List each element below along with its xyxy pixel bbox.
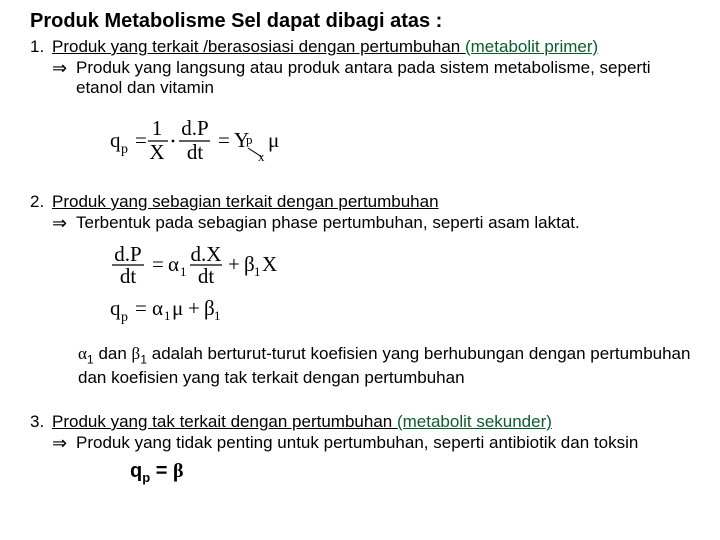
arrow-icon: ⇒	[52, 58, 76, 99]
eq-mid: =	[150, 460, 173, 482]
svg-text:p: p	[121, 142, 128, 157]
svg-text:d.P: d.P	[114, 243, 141, 266]
svg-text:+: +	[228, 252, 240, 276]
coefficient-note: α1 dan β1 adalah berturut-turut koefisie…	[78, 344, 698, 387]
svg-text:X: X	[149, 140, 164, 164]
item-lead: Produk yang sebagian terkait dengan pert…	[52, 192, 439, 211]
arrow-icon: ⇒	[52, 433, 76, 454]
note-span1: dan	[94, 344, 132, 363]
svg-text:p: p	[121, 310, 128, 325]
equation-3: qp = β	[130, 460, 698, 485]
svg-text:1: 1	[254, 264, 261, 279]
svg-text:μ: μ	[172, 296, 183, 320]
equation-2: d.P dt = α 1 d.X dt + β 1 X q p = α 1 μ	[110, 243, 698, 334]
svg-text:1: 1	[164, 308, 171, 323]
list-item-2: 2. Produk yang sebagian terkait dengan p…	[30, 192, 698, 212]
svg-text:1: 1	[214, 308, 221, 323]
svg-text:dt: dt	[120, 264, 137, 288]
item-desc-text: Produk yang tidak penting untuk pertumbu…	[76, 433, 698, 454]
svg-text:1: 1	[180, 264, 187, 279]
list-item-3: 3. Produk yang tak terkait dengan pertum…	[30, 412, 698, 432]
svg-text:d.X: d.X	[191, 243, 222, 266]
definition-link: (metabolit primer)	[465, 37, 598, 56]
item-3-desc: ⇒ Produk yang tidak penting untuk pertum…	[52, 433, 698, 454]
item-number: 2.	[30, 192, 52, 212]
svg-text:d.P: d.P	[181, 117, 208, 140]
beta-symbol: β	[132, 344, 141, 363]
svg-text:=: =	[135, 296, 147, 320]
svg-text:q: q	[110, 296, 121, 320]
page-title: Produk Metabolisme Sel dapat dibagi atas…	[30, 10, 698, 33]
svg-text:=: =	[218, 128, 230, 152]
svg-text:1: 1	[152, 117, 163, 140]
item-2-desc: ⇒ Terbentuk pada sebagian phase pertumbu…	[52, 213, 698, 234]
item-number: 3.	[30, 412, 52, 432]
item-lead: Produk yang tak terkait dengan pertumbuh…	[52, 412, 397, 431]
svg-text:μ: μ	[268, 128, 279, 152]
svg-text:q: q	[110, 128, 121, 152]
svg-text:α: α	[152, 296, 163, 320]
item-number: 1.	[30, 37, 52, 57]
equation-1: q p = 1 X d.P dt = Y p x μ	[110, 117, 698, 170]
alpha-symbol: α	[78, 344, 87, 363]
svg-text:dt: dt	[187, 140, 204, 164]
note-span2: adalah berturut-turut koefisien yang ber…	[78, 344, 690, 386]
q-symbol: q	[130, 460, 142, 482]
item-lead: Produk yang terkait /berasosiasi dengan …	[52, 37, 465, 56]
svg-text:X: X	[262, 252, 277, 276]
definition-link: (metabolit sekunder)	[397, 412, 552, 431]
svg-text:x: x	[258, 149, 265, 164]
svg-text:=: =	[135, 128, 147, 152]
svg-text:+: +	[188, 296, 200, 320]
alpha-sub: 1	[87, 353, 94, 367]
svg-text:dt: dt	[198, 264, 215, 288]
beta-sub: 1	[140, 353, 147, 367]
beta-symbol-final: β	[173, 460, 184, 482]
item-desc-text: Terbentuk pada sebagian phase pertumbuha…	[76, 213, 698, 234]
svg-text:p: p	[246, 132, 253, 147]
item-desc-text: Produk yang langsung atau produk antara …	[76, 58, 698, 99]
svg-text:=: =	[152, 252, 164, 276]
arrow-icon: ⇒	[52, 213, 76, 234]
item-1-desc: ⇒ Produk yang langsung atau produk antar…	[52, 58, 698, 99]
q-sub: p	[142, 470, 150, 485]
list-item-1: 1. Produk yang terkait /berasosiasi deng…	[30, 37, 698, 57]
svg-text:α: α	[168, 252, 179, 276]
